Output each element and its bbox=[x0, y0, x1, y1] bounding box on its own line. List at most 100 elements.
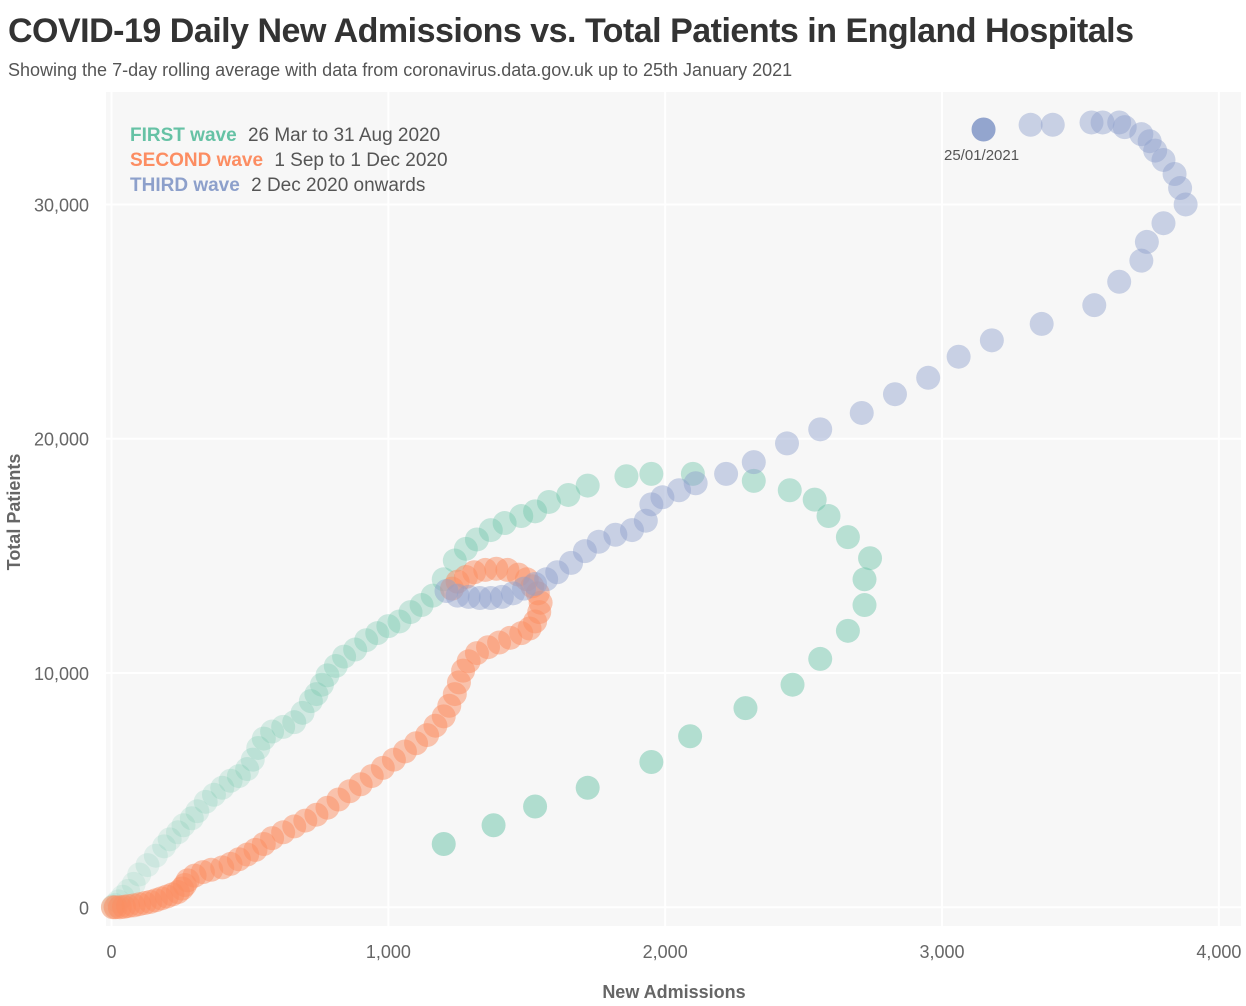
data-point bbox=[614, 464, 639, 489]
data-point bbox=[780, 672, 805, 697]
data-point bbox=[1107, 110, 1132, 135]
data-point bbox=[1129, 122, 1154, 147]
data-point bbox=[808, 646, 833, 671]
data-point bbox=[489, 584, 514, 609]
data-point bbox=[849, 400, 874, 425]
data-point bbox=[343, 637, 368, 662]
data-point bbox=[1143, 138, 1168, 163]
data-point bbox=[271, 714, 296, 739]
data-point bbox=[523, 794, 548, 819]
data-point bbox=[304, 682, 329, 707]
x-tick-label: 2,000 bbox=[643, 942, 688, 962]
data-point bbox=[1162, 161, 1187, 186]
data-point bbox=[500, 581, 525, 606]
data-point bbox=[835, 618, 860, 643]
data-point bbox=[852, 593, 877, 618]
y-tick-label: 10,000 bbox=[34, 664, 89, 684]
data-point bbox=[1107, 269, 1132, 294]
data-point bbox=[387, 609, 412, 634]
data-point bbox=[226, 764, 251, 789]
data-point bbox=[802, 487, 827, 512]
data-point bbox=[1112, 115, 1137, 140]
data-point bbox=[639, 461, 664, 486]
data-point bbox=[282, 710, 307, 735]
data-point bbox=[559, 550, 584, 575]
data-point bbox=[1082, 293, 1107, 318]
data-point bbox=[309, 672, 334, 697]
data-point bbox=[298, 689, 323, 714]
y-axis-label: Total Patients bbox=[4, 454, 24, 571]
data-point bbox=[1129, 248, 1154, 273]
data-point bbox=[835, 525, 860, 550]
data-point bbox=[152, 834, 177, 859]
data-point bbox=[431, 832, 456, 857]
legend-second-name: SECOND wave bbox=[130, 150, 263, 171]
data-point bbox=[858, 546, 883, 571]
data-point bbox=[556, 482, 581, 507]
data-point bbox=[916, 365, 941, 390]
data-point bbox=[650, 485, 675, 510]
x-tick-labels: 0 1,000 2,000 3,000 4,000 bbox=[107, 942, 1242, 962]
data-point bbox=[420, 583, 445, 608]
data-point bbox=[1029, 311, 1054, 336]
data-point bbox=[218, 768, 243, 793]
data-point bbox=[523, 571, 548, 596]
data-point bbox=[409, 593, 434, 618]
data-point bbox=[290, 700, 315, 725]
data-point bbox=[979, 328, 1004, 353]
last-date-annotation: 25/01/2021 bbox=[944, 147, 1019, 164]
legend-third-range: 2 Dec 2020 onwards bbox=[251, 175, 425, 196]
data-point bbox=[536, 489, 561, 514]
data-point bbox=[678, 724, 703, 749]
data-point bbox=[1040, 112, 1065, 137]
data-point bbox=[171, 813, 196, 838]
data-point bbox=[603, 522, 628, 547]
data-point bbox=[775, 431, 799, 456]
chart-subtitle: Showing the 7-day rolling average with d… bbox=[8, 60, 793, 80]
series-2 bbox=[100, 556, 553, 920]
legend-third-name: THIRD wave bbox=[130, 175, 240, 196]
legend-second-range: 1 Sep to 1 Dec 2020 bbox=[274, 150, 447, 171]
data-point bbox=[478, 586, 503, 611]
data-point bbox=[545, 560, 570, 585]
data-point bbox=[332, 644, 357, 669]
legend-entry-second: SECOND wave 1 Sep to 1 Dec 2020 bbox=[130, 150, 448, 171]
data-point bbox=[1151, 147, 1176, 172]
legend: FIRST wave 26 Mar to 31 Aug 2020 SECOND … bbox=[130, 125, 448, 196]
data-point bbox=[210, 775, 235, 800]
data-point bbox=[453, 536, 478, 561]
data-point bbox=[1168, 176, 1193, 201]
data-point bbox=[456, 584, 481, 609]
chart-title: COVID-19 Daily New Admissions vs. Total … bbox=[8, 12, 1134, 50]
y-tick-label: 20,000 bbox=[34, 430, 89, 450]
data-point bbox=[376, 614, 401, 639]
data-point bbox=[398, 600, 423, 625]
data-point bbox=[633, 508, 658, 533]
data-point bbox=[1079, 110, 1104, 135]
data-point bbox=[808, 417, 833, 442]
data-point bbox=[683, 471, 708, 496]
data-point bbox=[201, 782, 226, 807]
data-point bbox=[1090, 110, 1115, 135]
data-point bbox=[523, 499, 548, 524]
legend-entry-third: THIRD wave 2 Dec 2020 onwards bbox=[130, 175, 425, 196]
data-point bbox=[639, 492, 664, 517]
data-point bbox=[185, 799, 210, 824]
data-point bbox=[1018, 112, 1043, 137]
y-tick-label: 30,000 bbox=[34, 195, 89, 215]
data-point bbox=[534, 567, 559, 592]
data-point bbox=[193, 789, 218, 814]
data-point bbox=[777, 478, 802, 503]
data-point bbox=[586, 529, 611, 554]
legend-first-range: 26 Mar to 31 Aug 2020 bbox=[248, 125, 440, 146]
data-point bbox=[946, 344, 971, 369]
data-point bbox=[509, 504, 534, 529]
data-point bbox=[127, 862, 152, 887]
data-point bbox=[852, 567, 877, 592]
y-tick-label: 0 bbox=[79, 898, 89, 918]
data-point bbox=[1134, 229, 1159, 254]
data-point bbox=[1151, 211, 1176, 236]
data-point bbox=[251, 726, 276, 751]
data-point bbox=[121, 871, 146, 896]
